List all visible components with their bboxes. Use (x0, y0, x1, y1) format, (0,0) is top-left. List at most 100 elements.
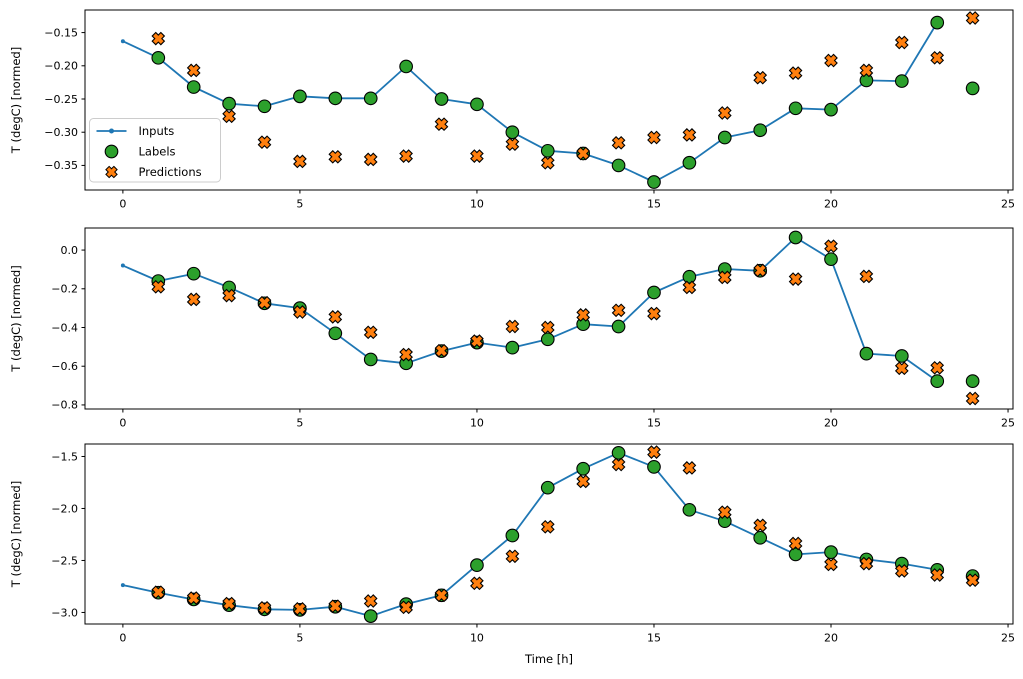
plot-area (84, 227, 1014, 410)
label-marker (682, 155, 697, 170)
prediction-marker (470, 334, 484, 348)
prediction-marker (540, 155, 555, 170)
prediction-marker (222, 109, 236, 124)
prediction-marker (930, 50, 945, 65)
prediction-marker (611, 303, 626, 318)
prediction-marker (186, 591, 201, 605)
prediction-marker (824, 557, 838, 572)
label-marker (363, 352, 378, 367)
prediction-marker (151, 279, 166, 294)
x-axis: 0 5 10 15 20 25 (119, 409, 1015, 430)
prediction-marker (186, 292, 201, 307)
prediction-marker (576, 308, 591, 322)
prediction-marker (186, 63, 201, 78)
y-tick-label: −2.0 (51, 502, 78, 515)
subplot-middle: 0 5 10 15 20 25 0.0 −0.2 −0.4 −0.6 −0.8 T (degC) [n… (9, 227, 1015, 430)
label-marker (965, 374, 980, 388)
prediction-marker (434, 588, 449, 603)
label-marker (151, 50, 166, 65)
label-marker (894, 349, 909, 363)
x-tick-label: 0 (119, 417, 126, 430)
label-marker (611, 445, 626, 460)
subplot-bottom: 0 5 10 15 20 25 −1.5 −2.0 −2.5 −3.0 T (degC) [norm… (9, 443, 1015, 666)
input-dot-marker (120, 583, 125, 588)
label-marker (859, 73, 874, 88)
prediction-marker (753, 263, 768, 278)
prediction-marker (717, 106, 732, 120)
label-marker (328, 91, 343, 106)
y-tick-label: −2.5 (51, 554, 78, 567)
label-marker (434, 92, 449, 106)
label-marker (788, 230, 803, 245)
label-marker (611, 158, 626, 173)
x-tick-label: 0 (119, 632, 126, 645)
legend: Inputs Labels Predictions (89, 118, 221, 183)
label-marker (257, 99, 272, 114)
label-marker (824, 545, 838, 559)
x-tick-label: 25 (1001, 417, 1015, 430)
y-tick-label: −0.20 (44, 60, 78, 73)
y-tick-label: −3.0 (51, 606, 78, 619)
subplot-top: 0 5 10 15 20 25 −0.15 −0.20 −0.25 −0.30 −0.35 T (de… (9, 9, 1015, 211)
legend-inputs-dot-sample (109, 128, 114, 134)
prediction-marker (540, 320, 555, 335)
y-tick-label: −0.8 (51, 399, 78, 412)
prediction-marker (470, 149, 484, 163)
prediction-marker (894, 361, 909, 376)
prediction-marker (824, 53, 838, 68)
label-marker (859, 346, 874, 361)
prediction-marker (399, 347, 413, 362)
prediction-marker (257, 295, 272, 310)
label-marker (505, 528, 520, 543)
x-tick-label: 15 (647, 198, 661, 211)
y-axis-label: T (degC) [normed] (9, 265, 23, 372)
legend-entry-label: Inputs (139, 124, 175, 138)
label-marker (540, 143, 555, 158)
label-marker (682, 502, 697, 517)
x-axis-label: Time [h] (524, 652, 573, 666)
prediction-marker (611, 135, 626, 150)
label-marker (753, 123, 768, 138)
x-tick-label: 5 (296, 632, 303, 645)
label-marker (186, 80, 201, 94)
prediction-marker (753, 70, 768, 85)
x-tick-label: 5 (296, 417, 303, 430)
y-tick-label: 0.0 (61, 244, 79, 257)
y-axis: −0.15 −0.20 −0.25 −0.30 −0.35 (44, 26, 85, 172)
label-marker (186, 266, 201, 281)
x-tick-label: 15 (647, 632, 661, 645)
prediction-marker (222, 596, 236, 611)
y-axis: 0.0 −0.2 −0.4 −0.6 −0.8 (51, 244, 85, 412)
label-marker (647, 175, 661, 189)
label-marker (824, 252, 838, 267)
label-marker (222, 96, 236, 111)
prediction-marker (682, 128, 697, 142)
y-axis-label: T (degC) [normed] (9, 47, 23, 154)
prediction-marker (682, 280, 697, 295)
prediction-marker (151, 585, 166, 600)
prediction-marker (788, 66, 803, 80)
label-marker (293, 89, 307, 104)
prediction-marker (647, 130, 661, 145)
prediction-marker (894, 35, 909, 50)
y-tick-label: −0.35 (44, 159, 78, 172)
prediction-marker (540, 519, 555, 534)
prediction-marker (647, 306, 661, 321)
predictions-markers-series (151, 239, 980, 406)
prediction-marker (717, 505, 732, 520)
label-marker (788, 101, 803, 116)
prediction-marker (222, 288, 236, 303)
x-tick-label: 20 (824, 632, 838, 645)
label-marker (611, 319, 626, 334)
prediction-marker (859, 63, 874, 78)
prediction-marker (505, 319, 520, 334)
prediction-marker (363, 325, 378, 340)
y-axis: −1.5 −2.0 −2.5 −3.0 (51, 450, 85, 619)
prediction-marker (257, 135, 272, 150)
prediction-marker (151, 31, 166, 46)
predictions-markers-series (151, 445, 980, 616)
prediction-marker (470, 576, 484, 591)
label-marker (788, 547, 803, 562)
prediction-marker (505, 137, 520, 152)
